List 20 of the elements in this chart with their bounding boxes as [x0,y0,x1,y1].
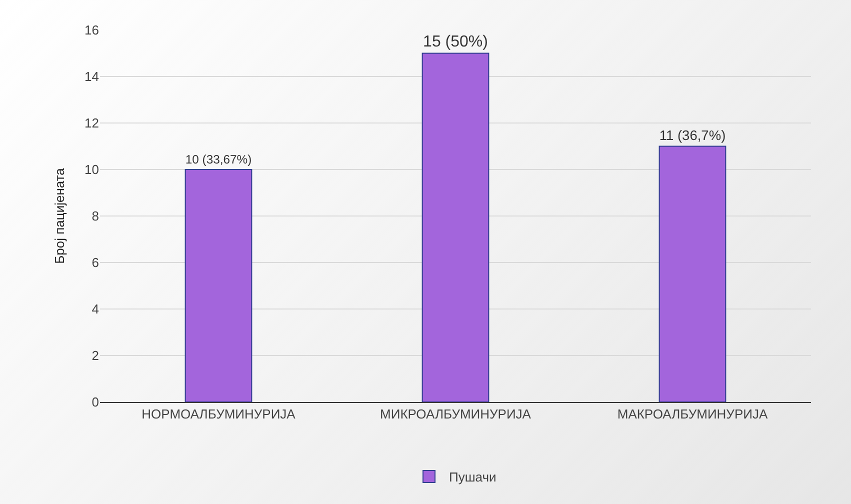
y-tick-label: 0 [92,394,99,410]
bar [658,146,726,402]
legend-label: Пушачи [449,470,496,485]
y-tick-label: 2 [92,348,99,364]
data-label: 10 (33,67%) [185,152,252,166]
data-label: 11 (36,7%) [659,128,726,143]
y-tick-label: 16 [84,22,99,38]
bar [184,169,252,402]
y-tick-label: 6 [92,255,99,270]
y-tick-label: 12 [84,116,99,131]
y-tick-label: 14 [84,69,99,84]
y-tick-label: 8 [92,208,99,224]
x-tick-label: МИКРОАЛБУМИНУРИЈА [380,406,532,422]
bar [422,52,490,402]
y-tick-label: 4 [92,302,99,317]
y-axis-title: Број пацијената [52,167,67,264]
x-tick-label: НОРМОАЛБУМИНУРИЈА [142,406,296,422]
y-tick-label: 10 [84,162,99,178]
x-tick-label: МАКРОАЛБУМИНУРИЈА [617,406,768,422]
data-label: 15 (50%) [423,33,488,50]
